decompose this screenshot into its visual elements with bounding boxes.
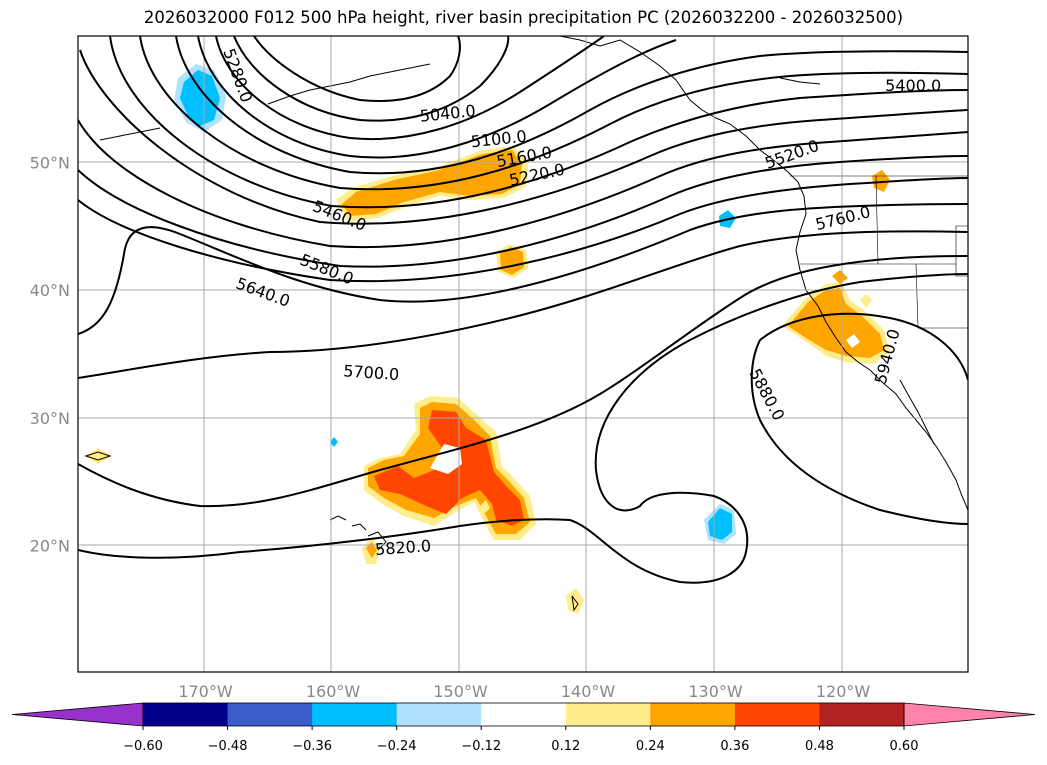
colorbar-tick-label: −0.36	[292, 739, 332, 754]
latitude-label: 30°N	[30, 409, 70, 428]
colorbar-segment	[734, 703, 820, 726]
colorbar: −0.60 −0.48 −0.36 −0.24 −0.12 0.12 0.24 0.36 0.4…	[11, 702, 1036, 754]
map-title: 2026032000 F012 500 hPa height, river ba…	[143, 8, 904, 27]
colorbar-segment	[819, 703, 905, 726]
latitude-label: 40°N	[30, 281, 70, 300]
longitude-label: 160°W	[306, 682, 361, 701]
colorbar-segment	[481, 703, 567, 726]
colorbar-segment	[312, 703, 398, 726]
colorbar-tick-label: 0.12	[551, 739, 580, 754]
colorbar-extend-low	[11, 702, 144, 727]
longitude-label: 150°W	[433, 682, 488, 701]
colorbar-tick-label: 0.36	[720, 739, 749, 754]
colorbar-tick-label: −0.12	[461, 739, 501, 754]
colorbar-tick-label: 0.48	[805, 739, 834, 754]
colorbar-extend-high	[903, 702, 1036, 727]
colorbar-segment	[143, 703, 229, 726]
colorbar-segment	[396, 703, 482, 726]
longitude-label: 120°W	[816, 682, 871, 701]
latitude-label: 50°N	[30, 153, 70, 172]
latitude-label: 20°N	[30, 537, 70, 556]
contour-label: 5400.0	[885, 76, 941, 95]
colorbar-segment	[565, 703, 651, 726]
longitude-label: 170°W	[178, 682, 233, 701]
colorbar-tick-label: −0.24	[377, 739, 417, 754]
longitude-labels: 170°W 160°W 150°W 140°W 130°W 120°W	[178, 682, 870, 701]
precipitation-shading	[84, 64, 890, 614]
colorbar-segment	[227, 703, 313, 726]
colorbar-tick-label: −0.60	[123, 739, 163, 754]
map-frame	[77, 35, 969, 673]
colorbar-tick-label: −0.48	[208, 739, 248, 754]
height-contours	[78, 36, 968, 584]
longitude-label: 130°W	[688, 682, 743, 701]
colorbar-tick-label: 0.60	[890, 739, 919, 754]
colorbar-tick-label: 0.24	[636, 739, 665, 754]
colorbar-frame	[142, 702, 905, 727]
longitude-label: 140°W	[561, 682, 616, 701]
latitude-labels: 50°N 40°N 30°N 20°N	[30, 153, 70, 555]
colorbar-segment	[650, 703, 736, 726]
contour-label: 5820.0	[375, 536, 432, 559]
contour-label: 5700.0	[343, 361, 400, 384]
